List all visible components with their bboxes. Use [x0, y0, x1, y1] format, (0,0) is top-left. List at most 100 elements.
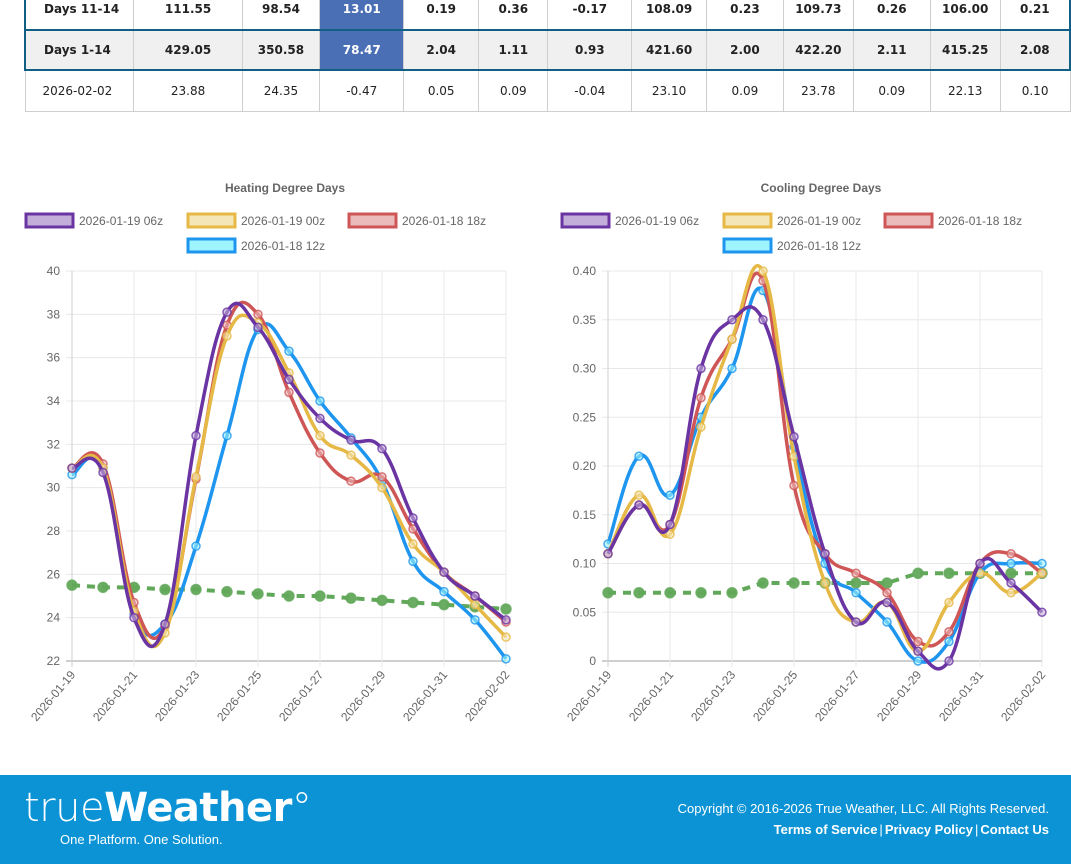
- data-point[interactable]: [726, 587, 738, 599]
- data-point[interactable]: [190, 583, 202, 596]
- data-point[interactable]: [501, 632, 511, 642]
- data-point[interactable]: [665, 519, 675, 530]
- data-point[interactable]: [602, 587, 614, 599]
- data-point[interactable]: [439, 586, 449, 597]
- data-point[interactable]: [252, 588, 264, 600]
- privacy-policy-link[interactable]: Privacy Policy: [884, 822, 973, 837]
- data-point[interactable]: [346, 450, 356, 460]
- data-point[interactable]: [191, 472, 201, 482]
- data-point[interactable]: [315, 396, 325, 406]
- legend-item[interactable]: 2026-01-19 00z: [722, 212, 861, 229]
- data-point[interactable]: [695, 587, 707, 599]
- data-point[interactable]: [222, 430, 232, 441]
- data-point[interactable]: [1037, 607, 1047, 617]
- data-point[interactable]: [727, 334, 737, 344]
- data-point[interactable]: [944, 627, 954, 637]
- data-point[interactable]: [376, 594, 388, 607]
- data-point[interactable]: [944, 656, 954, 666]
- data-point[interactable]: [944, 636, 954, 647]
- data-point[interactable]: [912, 567, 924, 579]
- data-point[interactable]: [603, 549, 613, 559]
- data-point[interactable]: [97, 581, 109, 594]
- data-point[interactable]: [634, 490, 644, 500]
- data-point[interactable]: [850, 577, 862, 589]
- data-point[interactable]: [727, 315, 737, 325]
- data-point[interactable]: [789, 480, 799, 491]
- data-point[interactable]: [851, 617, 861, 627]
- legend-item[interactable]: 2026-01-19 00z: [186, 212, 325, 229]
- data-point[interactable]: [1037, 568, 1047, 578]
- data-point[interactable]: [222, 307, 232, 317]
- data-point[interactable]: [500, 603, 512, 615]
- data-point[interactable]: [882, 617, 892, 627]
- data-point[interactable]: [696, 393, 706, 403]
- data-point[interactable]: [1006, 558, 1016, 569]
- data-point[interactable]: [470, 615, 480, 625]
- data-point[interactable]: [222, 331, 232, 341]
- data-point[interactable]: [407, 596, 419, 609]
- data-point[interactable]: [758, 315, 768, 325]
- data-point[interactable]: [820, 549, 830, 559]
- data-point[interactable]: [913, 636, 923, 647]
- data-point[interactable]: [346, 435, 356, 445]
- data-point[interactable]: [881, 577, 893, 589]
- data-point[interactable]: [253, 322, 263, 333]
- data-point[interactable]: [284, 374, 294, 385]
- data-point[interactable]: [129, 612, 139, 623]
- data-point[interactable]: [788, 577, 800, 589]
- data-point[interactable]: [66, 579, 78, 591]
- data-point[interactable]: [284, 387, 294, 398]
- data-point[interactable]: [633, 587, 645, 599]
- data-point[interactable]: [346, 476, 356, 486]
- data-point[interactable]: [408, 556, 418, 567]
- data-point[interactable]: [665, 529, 675, 539]
- data-point[interactable]: [315, 413, 325, 424]
- data-point[interactable]: [913, 646, 923, 656]
- legend-item[interactable]: 2026-01-18 18z: [347, 212, 486, 229]
- contact-us-link[interactable]: Contact Us: [980, 822, 1049, 837]
- data-point[interactable]: [1006, 578, 1016, 588]
- data-point[interactable]: [696, 363, 706, 374]
- data-point[interactable]: [501, 615, 511, 625]
- legend-item[interactable]: 2026-01-18 18z: [883, 212, 1022, 229]
- data-point[interactable]: [851, 568, 861, 578]
- data-point[interactable]: [1005, 567, 1017, 579]
- data-point[interactable]: [221, 585, 233, 598]
- data-point[interactable]: [882, 597, 892, 608]
- data-point[interactable]: [408, 513, 418, 523]
- data-point[interactable]: [439, 567, 449, 577]
- data-point[interactable]: [253, 309, 263, 320]
- data-point[interactable]: [67, 463, 77, 473]
- data-point[interactable]: [283, 590, 295, 602]
- data-point[interactable]: [98, 467, 108, 478]
- data-point[interactable]: [377, 472, 387, 482]
- legend-item[interactable]: 2026-01-19 06z: [560, 212, 699, 229]
- data-point[interactable]: [757, 577, 769, 589]
- data-point[interactable]: [438, 598, 450, 611]
- data-point[interactable]: [315, 430, 325, 441]
- data-point[interactable]: [789, 432, 799, 442]
- data-point[interactable]: [501, 654, 511, 664]
- data-point[interactable]: [191, 430, 201, 441]
- data-point[interactable]: [377, 482, 387, 493]
- data-point[interactable]: [727, 363, 737, 374]
- data-point[interactable]: [696, 422, 706, 432]
- data-point[interactable]: [665, 490, 675, 500]
- data-point[interactable]: [160, 619, 170, 629]
- data-point[interactable]: [664, 587, 676, 599]
- data-point[interactable]: [944, 597, 954, 608]
- data-point[interactable]: [882, 588, 892, 598]
- data-point[interactable]: [315, 448, 325, 458]
- data-point[interactable]: [314, 590, 326, 602]
- data-point[interactable]: [470, 591, 480, 601]
- data-point[interactable]: [345, 592, 357, 604]
- data-point[interactable]: [913, 656, 923, 666]
- data-point[interactable]: [377, 443, 387, 454]
- data-point[interactable]: [820, 578, 830, 588]
- legend-item[interactable]: 2026-01-18 12z: [722, 237, 861, 254]
- data-point[interactable]: [634, 500, 644, 510]
- data-point[interactable]: [758, 266, 768, 276]
- data-point[interactable]: [1037, 558, 1047, 569]
- terms-of-service-link[interactable]: Terms of Service: [773, 822, 878, 837]
- legend-item[interactable]: 2026-01-18 12z: [186, 237, 325, 254]
